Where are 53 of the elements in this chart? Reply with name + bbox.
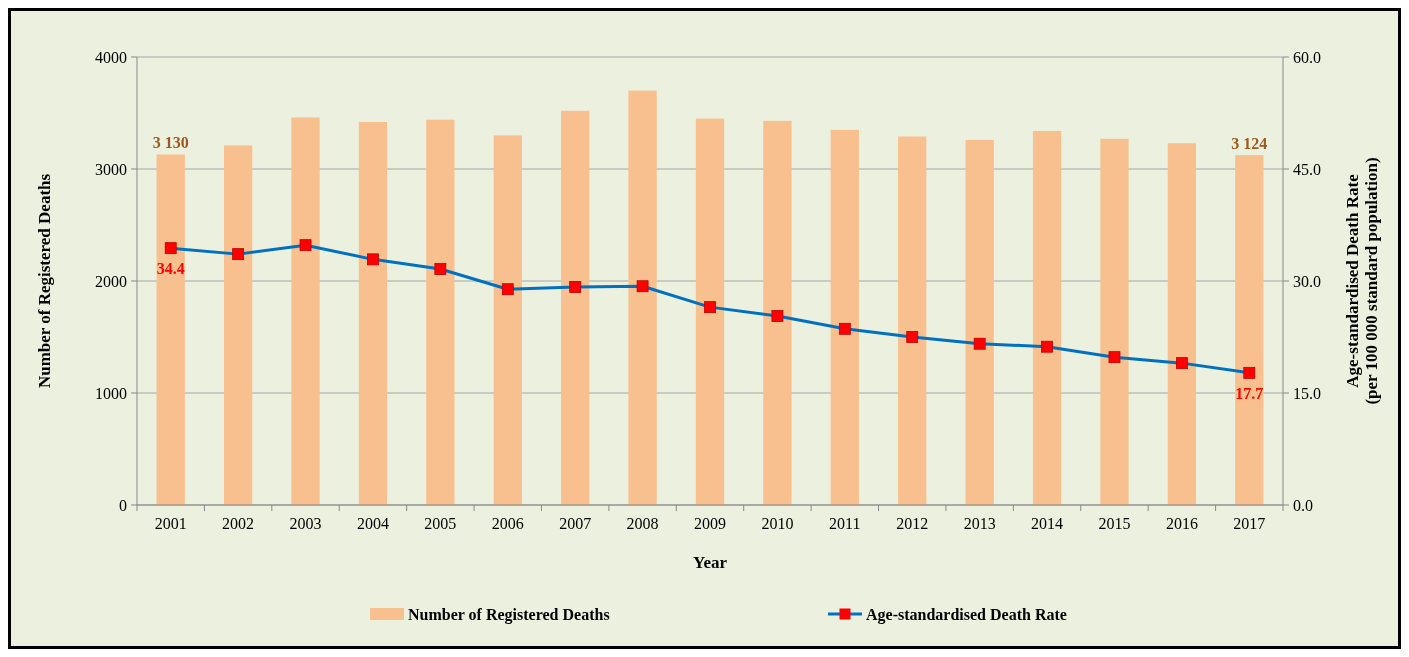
- legend-label: Number of Registered Deaths: [408, 605, 610, 624]
- data-label: 34.4: [156, 260, 185, 278]
- x-tick-label: 2002: [222, 515, 255, 532]
- y2-tick-label: 15.0: [1293, 384, 1321, 402]
- data-label: 17.7: [1235, 384, 1264, 402]
- bar: [561, 110, 590, 505]
- bar: [898, 136, 927, 505]
- bar: [156, 154, 185, 505]
- y2-tick-label: 0.0: [1293, 496, 1313, 514]
- y2-tick-label: 60.0: [1293, 48, 1321, 66]
- x-tick-label: 2009: [694, 515, 726, 532]
- data-label: 3 130: [152, 134, 189, 152]
- bar: [695, 118, 725, 505]
- y-tick-label: 1000: [95, 384, 127, 402]
- y-tick-label: 0: [119, 496, 127, 514]
- bar: [763, 120, 792, 505]
- x-tick-label: 2015: [1098, 515, 1131, 532]
- data-label: 3 124: [1231, 135, 1268, 153]
- x-tick-label: 2012: [896, 515, 929, 532]
- x-tick-label: 2003: [289, 515, 322, 532]
- x-tick-label: 2008: [626, 515, 659, 532]
- y2-tick-label: 45.0: [1293, 160, 1321, 178]
- bar: [291, 117, 320, 505]
- x-tick-label: 2013: [963, 515, 996, 532]
- bar: [965, 139, 994, 505]
- y-tick-label: 3000: [95, 160, 127, 178]
- x-tick-label: 2006: [491, 515, 524, 532]
- bar: [628, 90, 657, 505]
- x-tick-label: 2014: [1031, 515, 1064, 532]
- x-tick-label: 2017: [1233, 515, 1266, 532]
- y2-axis-title: Age-standardised Death Rate (per 100 000 standard population): [1343, 157, 1381, 405]
- x-axis-title: Year: [693, 553, 728, 572]
- y-tick-label: 2000: [95, 272, 127, 290]
- bar: [223, 145, 253, 505]
- x-tick-label: 2005: [424, 515, 457, 532]
- bar: [1032, 130, 1062, 505]
- y-tick-label: 4000: [95, 48, 127, 66]
- y2-tick-label: 30.0: [1293, 272, 1321, 290]
- bar: [493, 135, 522, 505]
- x-tick-label: 2001: [154, 515, 187, 532]
- bar: [830, 129, 859, 505]
- legend-label: Age-standardised Death Rate: [866, 605, 1067, 624]
- bar: [1167, 143, 1197, 505]
- bar: [1100, 138, 1129, 505]
- x-tick-label: 2007: [559, 515, 592, 532]
- y-axis-title: Number of Registered Deaths: [35, 173, 54, 389]
- bar: [358, 121, 388, 505]
- x-tick-label: 2016: [1165, 515, 1198, 532]
- x-tick-label: 2004: [356, 515, 389, 532]
- bar: [426, 119, 455, 505]
- bar: [1235, 155, 1264, 505]
- x-tick-label: 2011: [829, 515, 861, 532]
- x-tick-label: 2010: [761, 515, 794, 532]
